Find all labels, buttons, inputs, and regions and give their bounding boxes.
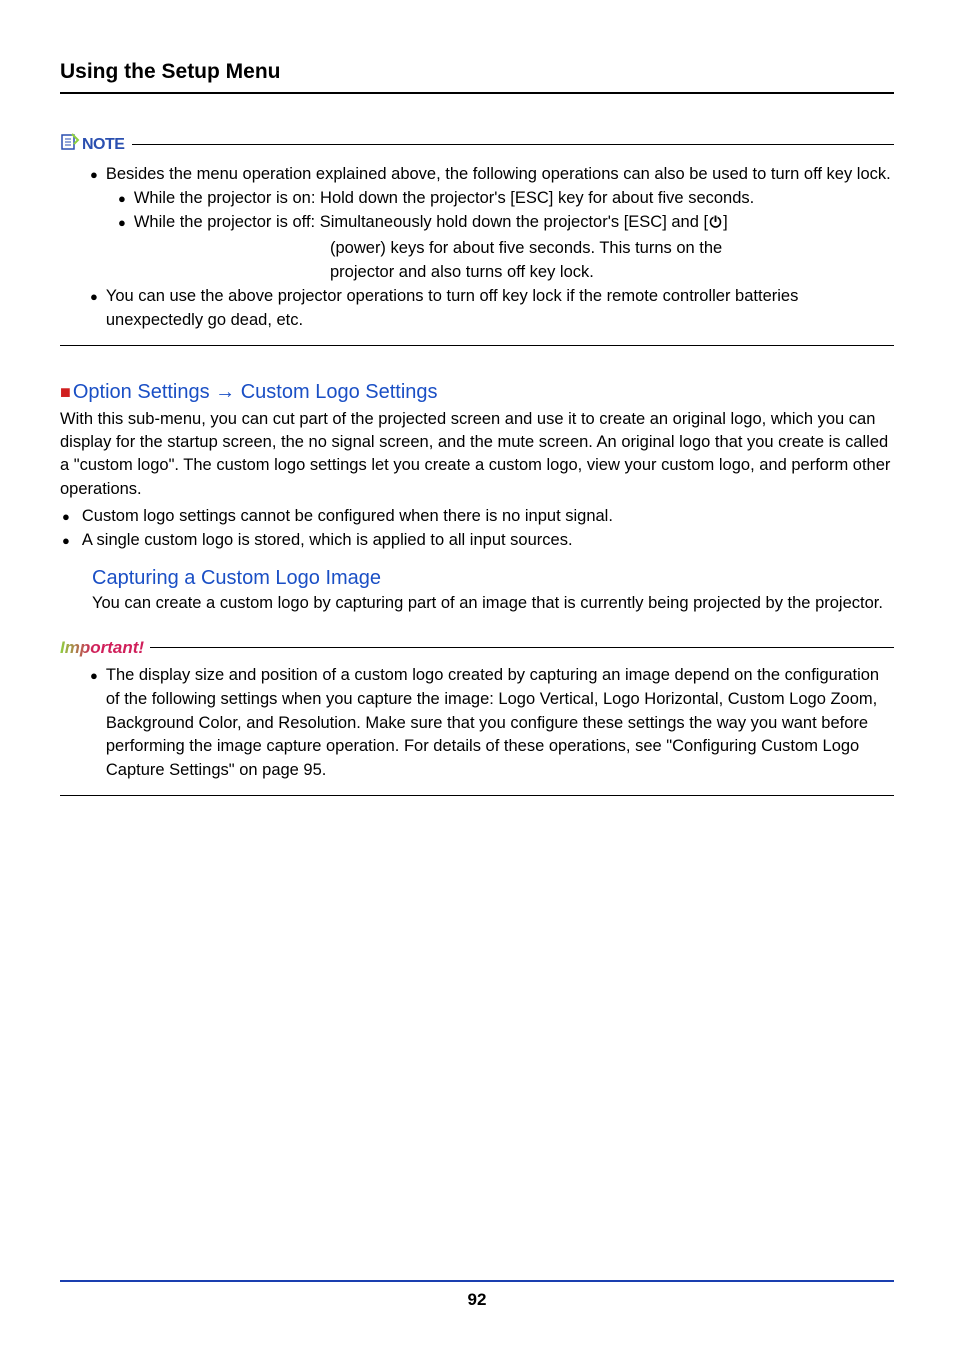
section-p1-text: Custom logo settings cannot be configure… <box>82 505 613 528</box>
footer-divider <box>60 1280 894 1282</box>
note-sub-text-2: While the projector is off: Simultaneous… <box>134 211 728 237</box>
power-icon <box>708 213 723 237</box>
sub-heading: Capturing a Custom Logo Image <box>92 567 894 590</box>
note-body: ● Besides the menu operation explained a… <box>60 163 894 333</box>
page-container: Using the Setup Menu NOTE ● Besides the … <box>0 0 954 1352</box>
bullet-dot: ● <box>90 163 98 187</box>
important-closing-rule <box>60 795 894 796</box>
bullet-dot: ● <box>90 664 98 688</box>
note-bullet-2: ● You can use the above projector operat… <box>90 285 894 333</box>
bullet-dot: ● <box>62 529 70 553</box>
important-label: Important! <box>60 638 144 658</box>
important-bullet: ● The display size and position of a cus… <box>90 664 894 784</box>
heading-marker-icon: ■ <box>60 382 71 402</box>
section-p2-text: A single custom logo is stored, which is… <box>82 529 573 552</box>
section-points: ● Custom logo settings cannot be configu… <box>60 505 894 553</box>
section-title: Option Settings → Custom Logo Settings <box>73 381 438 403</box>
note-closing-rule <box>60 345 894 346</box>
note-sub-text-1: While the projector is on: Hold down the… <box>134 187 754 211</box>
bullet-dot: ● <box>118 187 126 211</box>
note-s2a: While the projector is off: Simultaneous… <box>134 213 708 231</box>
note-icon <box>60 132 80 157</box>
note-text-2: You can use the above projector operatio… <box>106 285 894 333</box>
section-heading: ■Option Settings → Custom Logo Settings <box>60 381 894 404</box>
page-footer: 92 <box>60 1280 894 1310</box>
bullet-dot: ● <box>118 211 126 235</box>
note-s2b: ] <box>723 213 728 231</box>
section-body: With this sub-menu, you can cut part of … <box>60 408 894 502</box>
section-point-2: ● A single custom logo is stored, which … <box>60 529 894 553</box>
note-cont-1: (power) keys for about five seconds. Thi… <box>330 237 894 261</box>
important-text: The display size and position of a custo… <box>106 664 894 784</box>
note-subbullet-2: ● While the projector is off: Simultaneo… <box>118 211 894 237</box>
page-number: 92 <box>60 1290 894 1310</box>
important-header: Important! <box>60 638 894 658</box>
note-rule <box>132 144 894 145</box>
important-rule <box>150 647 894 648</box>
note-text-1: Besides the menu operation explained abo… <box>106 163 891 187</box>
sub-body: You can create a custom logo by capturin… <box>92 592 894 615</box>
note-bullet-1: ● Besides the menu operation explained a… <box>90 163 894 187</box>
page-title: Using the Setup Menu <box>60 60 894 84</box>
header-divider <box>60 92 894 94</box>
note-header: NOTE <box>60 132 894 157</box>
note-label: NOTE <box>82 136 124 154</box>
note-subbullet-1: ● While the projector is on: Hold down t… <box>118 187 894 211</box>
important-body-wrap: ● The display size and position of a cus… <box>60 664 894 784</box>
section-point-1: ● Custom logo settings cannot be configu… <box>60 505 894 529</box>
bullet-dot: ● <box>90 285 98 309</box>
note-cont-2: projector and also turns off key lock. <box>330 261 894 285</box>
bullet-dot: ● <box>62 505 70 529</box>
